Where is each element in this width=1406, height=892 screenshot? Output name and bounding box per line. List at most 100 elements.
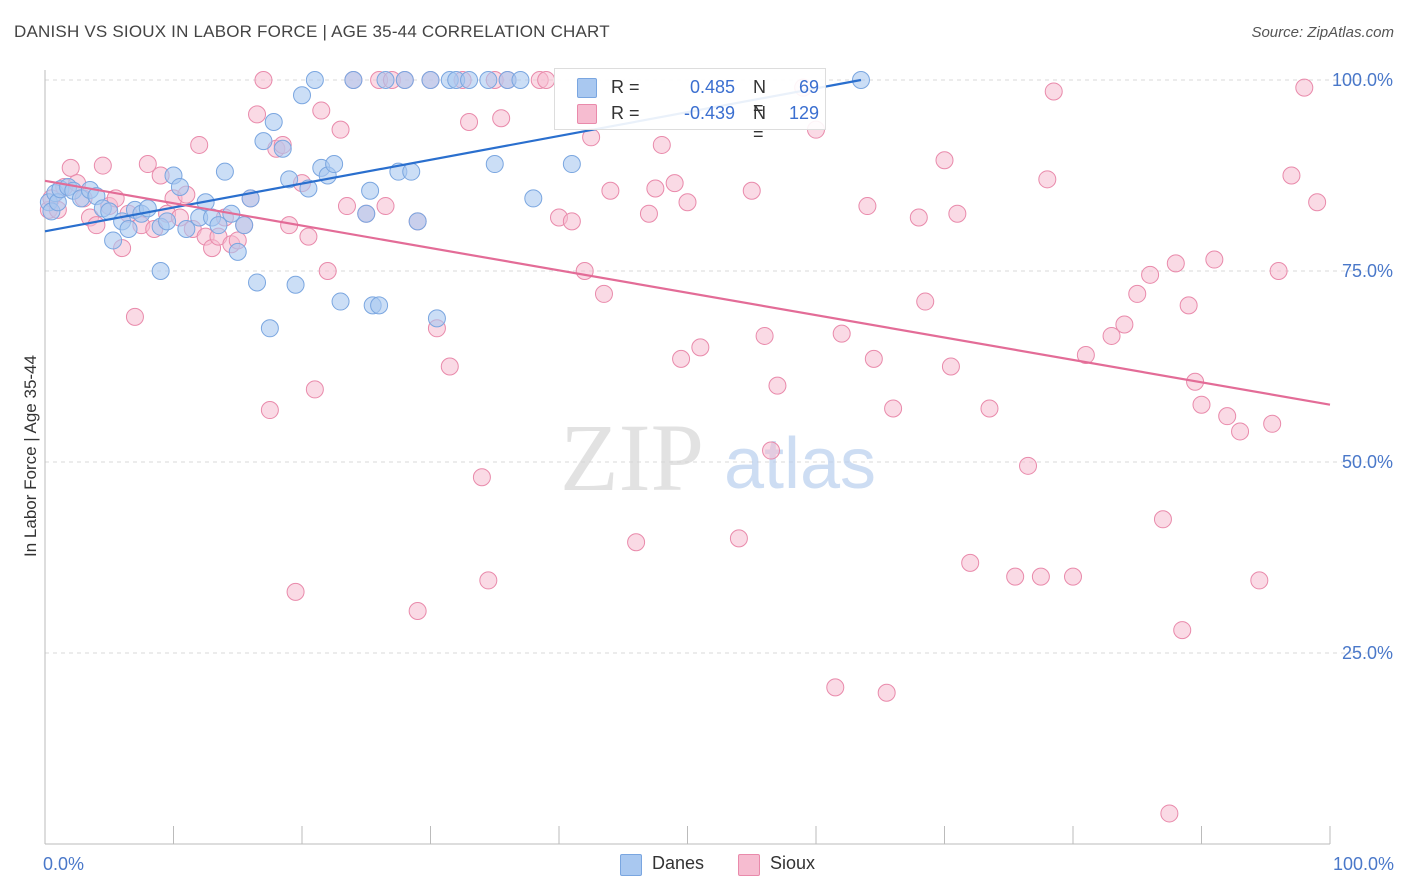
sioux-point xyxy=(1231,422,1250,441)
danes-point xyxy=(370,296,389,315)
sioux-point xyxy=(1269,262,1288,280)
y-tick-label: 25.0% xyxy=(1342,643,1393,663)
danes-point xyxy=(524,189,543,208)
danes-points xyxy=(39,71,870,338)
sioux-point xyxy=(909,208,928,227)
sioux-legend-label: Sioux xyxy=(770,853,816,873)
sioux-point xyxy=(1044,82,1063,101)
sioux-point xyxy=(1295,78,1314,97)
sioux-point xyxy=(980,399,999,418)
watermark-atlas: atlas xyxy=(724,424,876,504)
sioux-point xyxy=(260,401,279,420)
danes-point xyxy=(104,231,123,250)
source-label: Source: ZipAtlas.com xyxy=(1251,24,1394,41)
sioux-n-label: N = xyxy=(753,103,766,144)
sioux-point xyxy=(460,113,479,132)
sioux-point xyxy=(479,571,498,590)
sioux-point xyxy=(941,357,960,376)
sioux-point xyxy=(1308,193,1327,212)
watermark: ZIP atlas xyxy=(560,404,876,511)
danes-point xyxy=(331,292,350,311)
danes-point xyxy=(357,204,376,223)
sioux-point xyxy=(1192,395,1211,414)
y-tick-label: 100.0% xyxy=(1332,70,1393,90)
sioux-point xyxy=(1250,571,1269,590)
y-tick-label: 50.0% xyxy=(1342,452,1393,472)
danes-point xyxy=(254,132,273,151)
danes-point xyxy=(479,71,498,89)
danes-point xyxy=(151,262,170,280)
sioux-point xyxy=(299,227,318,246)
sioux-point xyxy=(312,101,331,120)
danes-n-value: 69 xyxy=(798,77,819,97)
danes-point xyxy=(562,155,581,174)
danes-point xyxy=(344,71,363,89)
chart-title: DANISH VS SIOUX IN LABOR FORCE | AGE 35-… xyxy=(14,22,610,41)
danes-point xyxy=(427,309,446,328)
sioux-point xyxy=(755,326,774,345)
sioux-point xyxy=(254,71,273,89)
sioux-point xyxy=(594,284,613,303)
sioux-point xyxy=(1263,414,1282,433)
danes-point xyxy=(228,242,247,261)
sioux-point xyxy=(305,380,324,399)
danes-point xyxy=(177,219,196,238)
sioux-point xyxy=(665,174,684,193)
sioux-point xyxy=(93,156,112,175)
danes-point xyxy=(485,155,504,174)
sioux-point xyxy=(1166,254,1185,273)
danes-point xyxy=(408,212,427,231)
sioux-point xyxy=(729,529,748,548)
sioux-point xyxy=(472,468,491,487)
sioux-point xyxy=(492,109,511,128)
danes-point xyxy=(511,71,530,89)
danes-point xyxy=(361,181,380,200)
danes-r-value: 0.485 xyxy=(689,77,735,97)
sioux-point xyxy=(331,120,350,139)
sioux-point xyxy=(337,197,356,216)
sioux-r-label: R = xyxy=(611,103,640,123)
sioux-point xyxy=(1031,567,1050,586)
sioux-point xyxy=(826,678,845,697)
sioux-point xyxy=(762,441,781,460)
sioux-point xyxy=(537,71,556,89)
sioux-point xyxy=(1160,804,1179,823)
danes-point xyxy=(395,71,414,89)
sioux-point xyxy=(768,376,787,395)
sioux-point xyxy=(646,179,665,198)
danes-point xyxy=(235,216,254,235)
sioux-trendline xyxy=(44,179,1331,406)
gridlines xyxy=(45,79,1370,654)
sioux-point xyxy=(961,553,980,572)
danes-legend-swatch xyxy=(620,854,642,876)
danes-point xyxy=(215,162,234,181)
sioux-n-value: 129 xyxy=(788,103,819,123)
y-tick-label: 75.0% xyxy=(1342,261,1393,281)
danes-point xyxy=(280,170,299,189)
sioux-point xyxy=(691,338,710,357)
sioux-point xyxy=(1128,284,1147,303)
sioux-point xyxy=(376,197,395,216)
x-tick-label: 100.0% xyxy=(1333,854,1394,874)
sioux-point xyxy=(1115,315,1134,334)
sioux-legend-swatch xyxy=(738,854,760,876)
danes-point xyxy=(264,113,283,132)
sioux-point xyxy=(832,324,851,343)
danes-r-label: R = xyxy=(611,77,640,97)
danes-point xyxy=(209,216,228,235)
danes-n-label: N = xyxy=(753,77,766,118)
sioux-point xyxy=(1141,265,1160,284)
danes-point xyxy=(286,275,305,294)
danes-point xyxy=(119,219,138,238)
sioux-point xyxy=(884,399,903,418)
danes-point xyxy=(421,71,440,89)
sioux-point xyxy=(1179,296,1198,315)
danes-point xyxy=(260,319,279,338)
sioux-point xyxy=(248,105,267,124)
sioux-point xyxy=(672,349,691,368)
sioux-swatch xyxy=(577,104,597,124)
sioux-point xyxy=(601,181,620,200)
sioux-point xyxy=(1076,346,1095,365)
danes-point xyxy=(305,71,324,89)
sioux-point xyxy=(864,349,883,368)
